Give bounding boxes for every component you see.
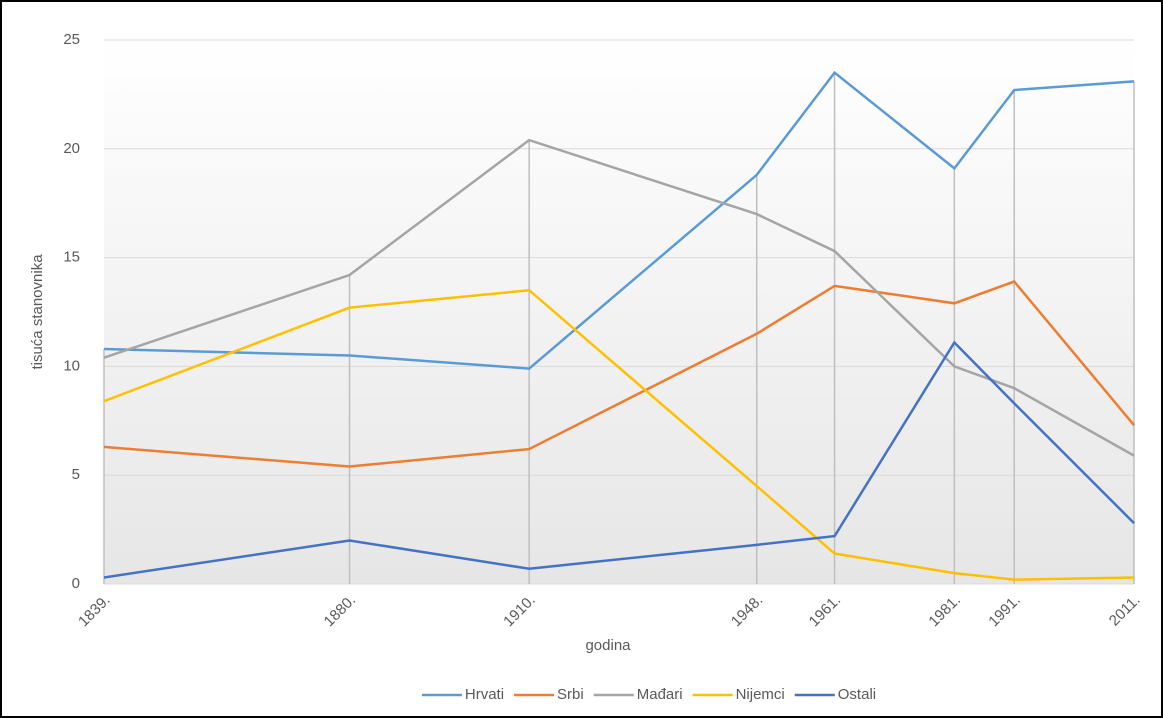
y-tick-label: 15 [63,249,80,266]
legend-label: Ostali [838,686,876,703]
x-axis-title: godina [585,637,631,654]
y-tick-label: 5 [72,466,80,483]
y-tick-label: 0 [72,575,80,592]
y-tick-label: 10 [63,357,80,374]
series-line [103,288,1135,581]
series-line [103,138,1135,457]
series-line [103,280,1135,468]
y-axis-title: tisuća stanovnika [29,254,46,370]
y-tick-label: 25 [63,31,80,48]
legend-label: Mađari [637,686,683,703]
legend-label: Srbi [557,686,584,703]
series-line [103,70,1135,370]
plot-area [104,40,1134,584]
series-line [103,340,1135,579]
legend-label: Nijemci [736,686,785,703]
legend-label: Hrvati [465,686,504,703]
y-tick-label: 20 [63,140,80,157]
